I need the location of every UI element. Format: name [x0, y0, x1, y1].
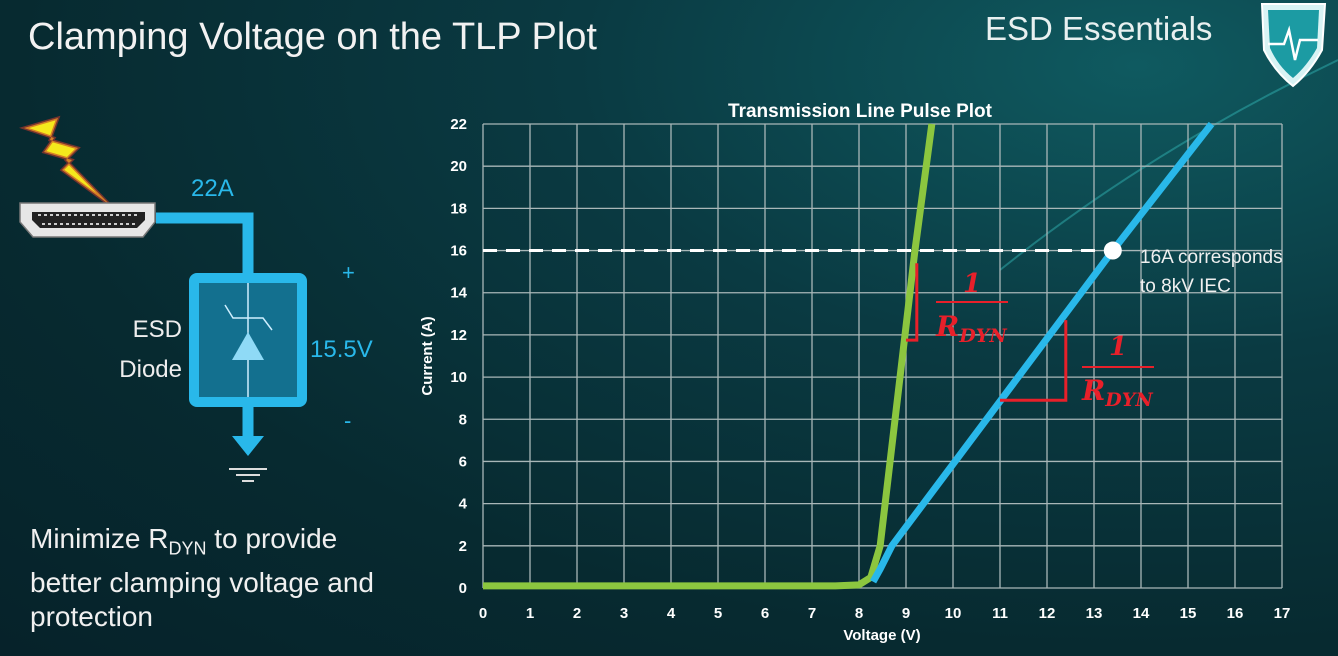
- arrow-down-icon: [232, 436, 264, 456]
- series-line-1: [483, 123, 936, 590]
- y-axis-label: Current (A): [419, 316, 436, 395]
- summary-post: to provide better clamping voltage and p…: [30, 523, 374, 632]
- summary-sub: DYN: [168, 538, 207, 559]
- decorative-swoosh: [999, 59, 1338, 271]
- slope-triangle: [906, 263, 919, 342]
- x-tick-label: 5: [714, 605, 722, 622]
- x-tick-label: 11: [992, 605, 1008, 622]
- rdyn-denominator: RDYN: [935, 310, 1007, 347]
- lightning-icon: [18, 115, 112, 207]
- x-tick-label: 15: [1180, 605, 1197, 622]
- chart-title: Transmission Line Pulse Plot: [728, 101, 993, 122]
- y-tick-label: 16: [450, 243, 467, 260]
- rdyn-numerator: 1: [963, 269, 981, 299]
- circuit-wire: [156, 212, 254, 440]
- y-tick-label: 0: [459, 580, 467, 597]
- y-tick-label: 4: [459, 496, 468, 513]
- y-tick-label: 20: [450, 158, 467, 175]
- chart-series: [483, 121, 1215, 590]
- x-tick-label: 6: [761, 605, 769, 622]
- x-axis-label: Voltage (V): [843, 627, 920, 644]
- y-tick-label: 10: [450, 369, 467, 386]
- annotation-line1: 16A corresponds: [1140, 247, 1283, 268]
- x-tick-label: 9: [902, 605, 910, 622]
- ground-icon: [229, 468, 267, 482]
- rdyn-numerator: 1: [1109, 332, 1127, 362]
- x-tick-label: 14: [1133, 605, 1150, 622]
- shield-heartbeat-logo: [1260, 3, 1327, 88]
- x-tick-label: 4: [667, 605, 676, 622]
- y-tick-label: 12: [450, 327, 467, 344]
- device-label: ESD Diode: [100, 310, 182, 390]
- y-tick-label: 18: [450, 200, 467, 217]
- x-tick-label: 13: [1086, 605, 1103, 622]
- chart-ticks: 0 1 2 3 4 5 6 7 8 9 10 11 12 13 14 15 16 1702468101214161…: [450, 116, 1290, 622]
- y-tick-label: 2: [459, 538, 467, 555]
- x-tick-label: 16: [1227, 605, 1244, 622]
- x-tick-label: 3: [620, 605, 628, 622]
- y-tick-label: 22: [450, 116, 467, 133]
- slope-triangle: [1000, 320, 1068, 402]
- summary-pre: Minimize R: [30, 523, 169, 554]
- x-tick-label: 7: [808, 605, 816, 622]
- y-tick-label: 6: [459, 453, 467, 470]
- device-label-line2: Diode: [119, 356, 182, 383]
- minus-sign: -: [344, 408, 352, 433]
- slide-title: Clamping Voltage on the TLP Plot: [28, 16, 597, 58]
- y-tick-label: 14: [450, 285, 467, 302]
- rdyn-label-1: 1 RDYN: [935, 269, 1008, 347]
- x-tick-label: 8: [855, 605, 863, 622]
- summary-text: Minimize RDYN to provide better clamping…: [30, 522, 415, 634]
- y-tick-label: 8: [459, 411, 467, 428]
- plus-sign: +: [342, 260, 355, 285]
- annotation-line2: to 8kV IEC: [1140, 276, 1231, 297]
- current-label: 22A: [191, 175, 234, 202]
- rdyn-label-2: 1 RDYN: [1081, 332, 1154, 411]
- hdmi-connector-icon: [19, 202, 156, 238]
- series-line-2: [870, 121, 1215, 584]
- chart-overlay: [906, 241, 1122, 402]
- x-tick-label: 10: [945, 605, 962, 622]
- marker-16a: [1103, 241, 1122, 260]
- x-tick-label: 12: [1039, 605, 1056, 622]
- x-tick-label: 17: [1274, 605, 1291, 622]
- x-tick-label: 0: [479, 605, 487, 622]
- tvs-diode-icon: [189, 273, 307, 407]
- x-tick-label: 2: [573, 605, 581, 622]
- voltage-label: 15.5V: [310, 336, 373, 363]
- x-tick-label: 1: [526, 605, 534, 622]
- device-label-line1: ESD: [132, 316, 182, 343]
- rdyn-denominator: RDYN: [1081, 374, 1153, 411]
- brand-title: ESD Essentials: [985, 10, 1213, 47]
